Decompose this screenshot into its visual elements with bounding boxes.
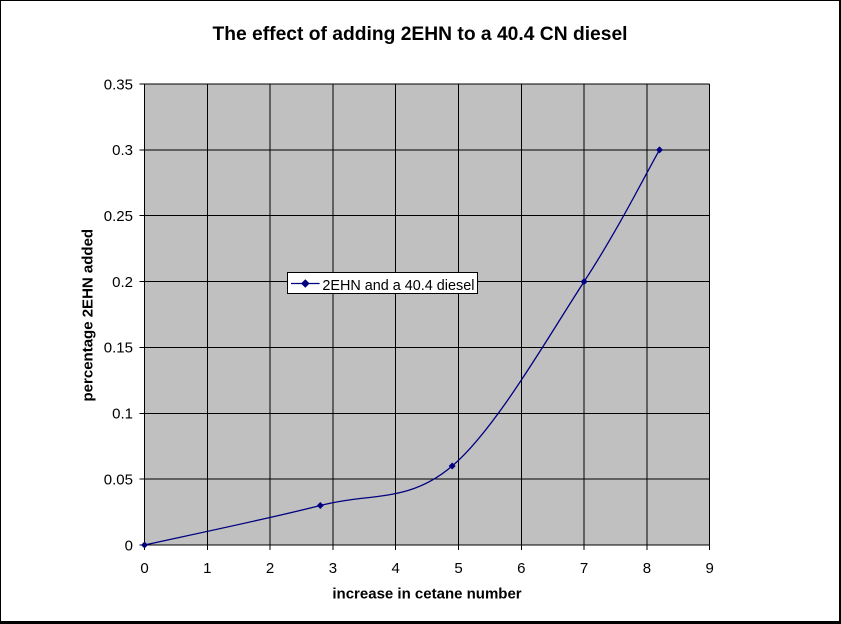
svg-text:2EHN and a 40.4 diesel: 2EHN and a 40.4 diesel [322, 278, 474, 294]
svg-text:0.2: 0.2 [112, 274, 133, 291]
svg-text:0.05: 0.05 [104, 471, 133, 488]
svg-text:8: 8 [643, 560, 651, 577]
svg-text:2: 2 [266, 560, 274, 577]
svg-text:7: 7 [580, 560, 588, 577]
svg-text:The effect of adding 2EHN to a: The effect of adding 2EHN to a 40.4 CN d… [212, 24, 627, 45]
svg-text:6: 6 [517, 560, 525, 577]
svg-text:0: 0 [140, 560, 148, 577]
svg-text:0.1: 0.1 [112, 406, 133, 423]
svg-text:0: 0 [125, 537, 133, 554]
svg-text:increase in cetane number: increase in cetane number [332, 586, 521, 603]
svg-text:0.25: 0.25 [104, 208, 133, 225]
svg-text:0.35: 0.35 [104, 76, 133, 93]
svg-text:1: 1 [203, 560, 211, 577]
svg-text:3: 3 [329, 560, 337, 577]
svg-text:0.15: 0.15 [104, 340, 133, 357]
svg-text:0.3: 0.3 [112, 142, 133, 159]
svg-text:5: 5 [454, 560, 462, 577]
svg-text:percentage 2EHN added: percentage 2EHN added [80, 229, 97, 402]
svg-text:4: 4 [392, 560, 400, 577]
svg-text:9: 9 [706, 560, 714, 577]
